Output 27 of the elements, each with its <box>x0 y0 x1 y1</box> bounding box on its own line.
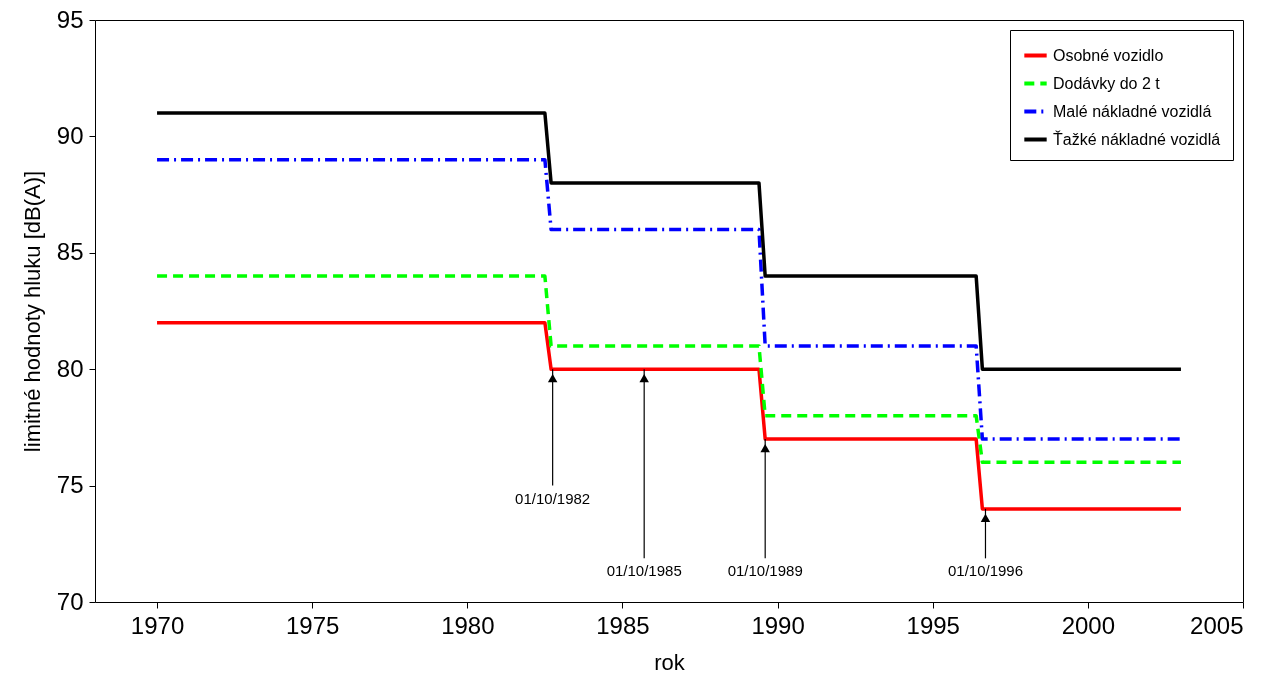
annotation: 01/10/1989 <box>727 562 803 580</box>
x-axis-title: rok <box>654 649 686 675</box>
y-tick-label: 70 <box>56 587 84 615</box>
x-tick-label: 1990 <box>751 611 805 639</box>
x-tick-label: 2005 <box>1190 611 1244 639</box>
y-tick-label: 80 <box>56 354 84 382</box>
annotation: 01/10/1985 <box>606 562 682 580</box>
legend-label: Osobné vozidlo <box>1053 46 1164 64</box>
legend-label: Malé nákladné vozidlá <box>1053 102 1212 120</box>
legend-label: Ťažké nákladné vozidlá <box>1053 129 1221 148</box>
x-tick-label: 1985 <box>596 611 650 639</box>
y-tick-label: 90 <box>56 121 84 149</box>
x-tick-label: 1970 <box>130 611 185 639</box>
y-axis-title: limitné hodnoty hluku [dB(A)] <box>19 170 45 453</box>
x-tick-label: 1980 <box>441 611 495 639</box>
line-series <box>155 274 1183 465</box>
legend-label: Dodávky do 2 t <box>1053 74 1161 92</box>
y-tick-label: 75 <box>56 471 84 499</box>
line-series <box>155 320 1183 511</box>
y-tick-label: 95 <box>56 5 84 33</box>
x-tick-label: 2000 <box>1061 611 1116 639</box>
x-tick-label: 1975 <box>285 611 340 639</box>
x-tick-label: 1995 <box>906 611 960 639</box>
annotation: 01/10/1982 <box>515 489 591 507</box>
line-series <box>155 157 1183 441</box>
y-tick-label: 85 <box>56 238 84 266</box>
annotation: 01/10/1996 <box>947 562 1024 580</box>
